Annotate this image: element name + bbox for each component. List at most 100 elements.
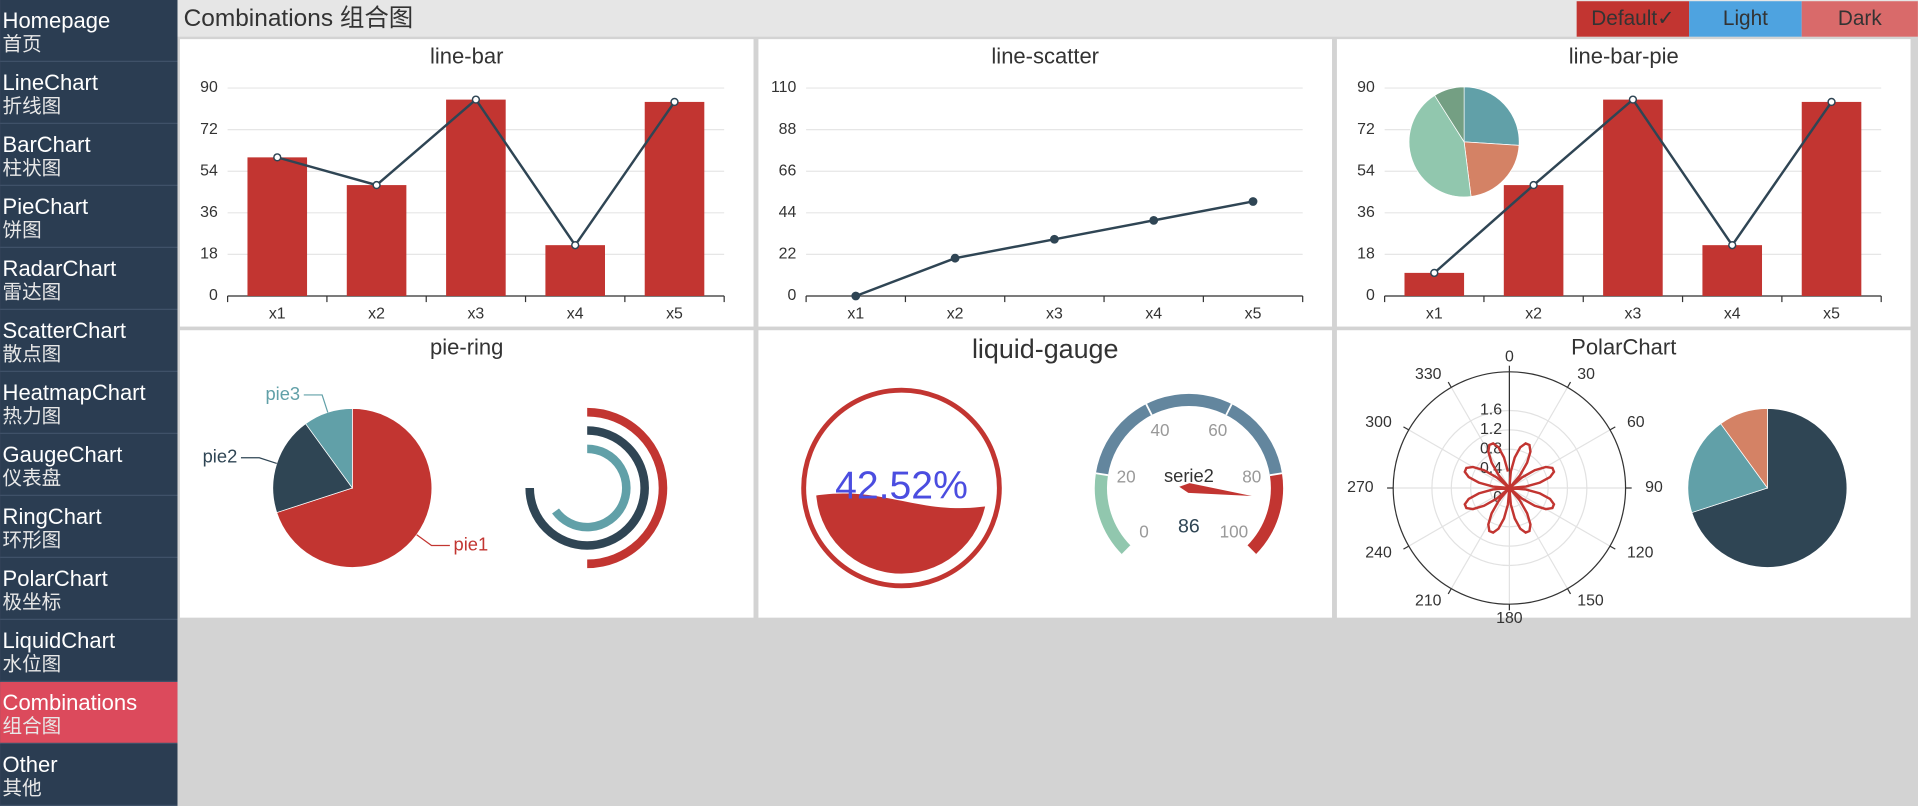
y-tick-label: 18 xyxy=(1357,246,1375,263)
theme-button-label: Light xyxy=(1723,7,1768,30)
pie-slice xyxy=(305,408,353,490)
bar xyxy=(1404,272,1465,296)
gauge-pointer xyxy=(1179,483,1252,496)
polar-angle-tick xyxy=(1403,545,1410,550)
bar xyxy=(346,185,407,296)
y-tick-label: 88 xyxy=(779,121,797,138)
x-tick-label: x4 xyxy=(567,306,584,323)
x-tick-label: x4 xyxy=(1145,306,1162,323)
polar-angle-tick xyxy=(1403,426,1410,431)
x-tick-label: x1 xyxy=(847,306,864,323)
nav-label: BarChart xyxy=(3,132,91,157)
nav-sublabel: 其他 xyxy=(3,777,42,799)
polar-angle-label: 150 xyxy=(1577,593,1604,610)
gauge-tick-label: 80 xyxy=(1242,468,1261,487)
theme-button[interactable]: Light xyxy=(1689,1,1802,37)
ring-arc xyxy=(587,407,668,569)
gauge-band xyxy=(1246,473,1284,555)
polar-angle-label: 120 xyxy=(1627,545,1654,562)
inset-pie-slice xyxy=(1434,86,1465,144)
polar-grid-spoke xyxy=(1450,487,1510,589)
y-tick-label: 72 xyxy=(200,121,218,138)
bar xyxy=(1702,245,1763,296)
nav-item-bg xyxy=(0,744,178,806)
theme-button[interactable]: Default✓ xyxy=(1576,1,1690,37)
nav-item-bg xyxy=(0,186,178,248)
nav-sublabel: 仪表盘 xyxy=(3,467,62,489)
pie-slice xyxy=(1691,408,1848,568)
x-tick-label: x2 xyxy=(368,306,385,323)
nav-sublabel: 散点图 xyxy=(3,343,62,365)
y-tick-label: 66 xyxy=(779,162,797,179)
line-point xyxy=(1430,268,1439,278)
x-tick-label: x5 xyxy=(1245,306,1262,323)
bar xyxy=(1603,99,1663,296)
y-tick-label: 36 xyxy=(200,204,218,221)
line-point xyxy=(1049,234,1059,244)
nav-item-bg xyxy=(0,434,178,496)
polar-angle-label: 300 xyxy=(1365,414,1392,431)
line-point xyxy=(571,240,580,250)
nav-label: LineChart xyxy=(3,70,98,95)
y-tick-label: 22 xyxy=(779,246,797,263)
x-tick-label: x5 xyxy=(666,306,683,323)
line-point xyxy=(1628,95,1638,104)
gauge-tick-label: 100 xyxy=(1220,522,1249,541)
y-tick-label: 36 xyxy=(1357,204,1375,221)
bar xyxy=(1801,101,1862,296)
line-point xyxy=(670,97,679,107)
x-tick-label: x4 xyxy=(1724,306,1741,323)
line-point xyxy=(1149,215,1159,225)
nav-item-bg xyxy=(0,0,178,62)
polar-grid-spoke xyxy=(1408,429,1510,489)
pie-slice xyxy=(1687,423,1769,514)
polar-angle-label: 270 xyxy=(1347,479,1374,496)
pie-label: pie1 xyxy=(454,533,489,554)
polar-grid-spoke xyxy=(1450,387,1510,489)
y-tick-label: 0 xyxy=(1366,287,1375,304)
x-tick-label: x3 xyxy=(1046,306,1063,323)
gauge-tick xyxy=(1145,403,1153,416)
bar xyxy=(545,245,605,296)
chart-title: line-bar-pie xyxy=(1569,43,1679,68)
gauge-tick xyxy=(1225,403,1233,416)
y-tick-label: 44 xyxy=(779,204,797,221)
polar-radius-label: 1.6 xyxy=(1480,402,1502,419)
pie-label: pie3 xyxy=(265,383,300,404)
gauge-tick xyxy=(1121,545,1132,556)
x-tick-label: x2 xyxy=(1525,306,1542,323)
nav-label: GaugeChart xyxy=(3,442,123,467)
polar-line xyxy=(1463,442,1556,534)
nav-sublabel: 柱状图 xyxy=(3,157,62,179)
line-point xyxy=(950,253,960,263)
nav-label: Other xyxy=(3,752,58,777)
nav-label: RingChart xyxy=(3,504,102,529)
y-tick-label: 54 xyxy=(1357,162,1375,179)
theme-button-label: Dark xyxy=(1838,7,1882,30)
gauge-tick-label: 20 xyxy=(1117,468,1136,487)
chart-title: line-scatter xyxy=(991,43,1099,68)
inset-pie-slice xyxy=(1408,94,1472,198)
nav-sublabel: 雷达图 xyxy=(3,281,62,303)
nav-item-bg xyxy=(0,496,178,558)
chart-title: line-bar xyxy=(430,43,503,68)
theme-button[interactable]: Dark xyxy=(1801,1,1918,37)
nav-item-bg xyxy=(0,372,178,434)
liquid-wave xyxy=(815,493,988,574)
polar-angle-tick xyxy=(1447,381,1452,388)
gauge-tick xyxy=(1246,545,1257,556)
nav-item-bg xyxy=(0,248,178,310)
